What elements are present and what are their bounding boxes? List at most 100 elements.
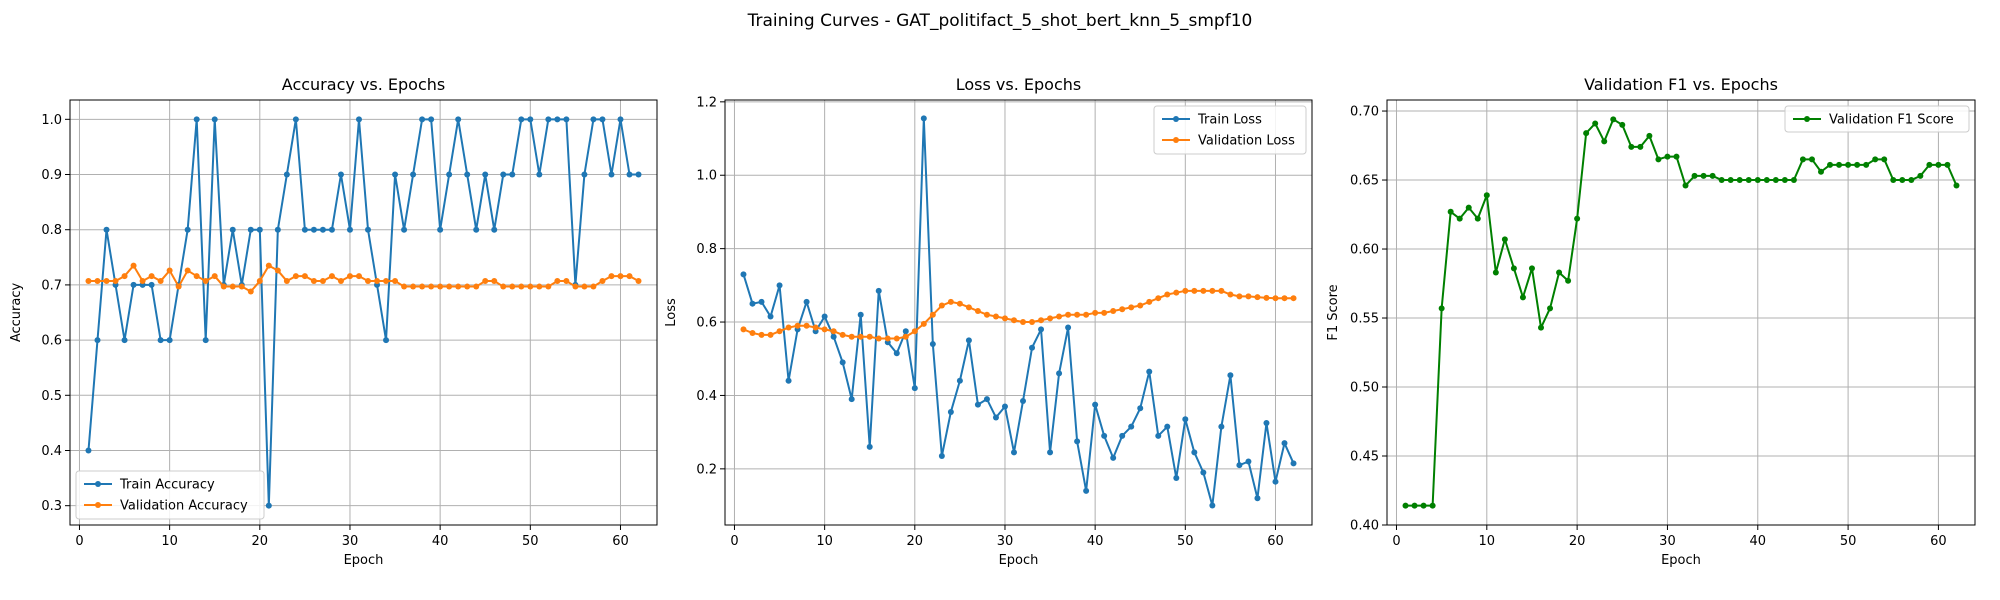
- data-point: [319, 278, 326, 285]
- data-point: [401, 283, 408, 290]
- data-point: [1610, 116, 1617, 123]
- data-point: [545, 116, 552, 123]
- data-point: [911, 328, 918, 335]
- data-point: [346, 226, 353, 233]
- data-point: [1074, 438, 1081, 445]
- data-point: [830, 328, 837, 335]
- x-axis-label: Epoch: [1661, 553, 1701, 568]
- data-point: [590, 283, 597, 290]
- x-tick-label: 20: [252, 534, 269, 549]
- data-point: [1209, 502, 1216, 509]
- chart-panel-2: 0 10 20 30 40 50 60 0.2 0.4 0.6 0.8 1.0 1.2 Loss vs. …: [664, 75, 1313, 568]
- data-point: [1402, 502, 1409, 509]
- data-point: [1799, 156, 1806, 163]
- data-point: [1845, 161, 1852, 168]
- data-point: [1619, 121, 1626, 128]
- data-point: [866, 443, 873, 450]
- data-point: [536, 171, 543, 178]
- data-point: [1908, 177, 1915, 184]
- data-point: [509, 171, 516, 178]
- data-point: [1227, 372, 1234, 379]
- plot-frame: [69, 99, 658, 526]
- legend: Train Accuracy Validation Accuracy: [75, 470, 265, 520]
- x-tick-label: 60: [612, 534, 629, 549]
- data-point: [821, 326, 828, 333]
- data-point: [500, 283, 507, 290]
- legend-box: [75, 470, 265, 520]
- data-point: [581, 283, 588, 290]
- data-point: [283, 171, 290, 178]
- data-point: [256, 278, 263, 285]
- data-point: [1029, 319, 1036, 326]
- data-point: [812, 324, 819, 331]
- data-point: [749, 330, 756, 337]
- y-tick-label: 0.6: [41, 334, 62, 349]
- data-point: [1827, 161, 1834, 168]
- data-point: [1754, 177, 1761, 184]
- chart-panel-1: 0 10 20 30 40 50 60 0.3 0.4 0.5 0.6 0.7 0.8 0.9 1.0 Acc…: [9, 75, 658, 568]
- data-point: [121, 337, 128, 344]
- data-point: [1245, 293, 1252, 300]
- x-tick-label: 50: [522, 534, 539, 549]
- data-point: [857, 311, 864, 318]
- data-point: [1200, 469, 1207, 476]
- plot-frame: [724, 99, 1313, 526]
- data-point: [446, 171, 453, 178]
- data-point: [857, 333, 864, 340]
- data-point: [193, 116, 200, 123]
- data-point: [1429, 502, 1436, 509]
- data-point: [1001, 403, 1008, 410]
- data-point: [1673, 153, 1680, 160]
- data-point: [635, 171, 642, 178]
- data-point: [1164, 291, 1171, 298]
- data-point: [563, 278, 570, 285]
- data-point: [1718, 177, 1725, 184]
- data-point: [220, 283, 227, 290]
- data-point: [527, 116, 534, 123]
- data-point: [785, 324, 792, 331]
- data-point: [202, 337, 209, 344]
- data-point: [247, 226, 254, 233]
- y-tick-label: 0.60: [1350, 243, 1379, 258]
- data-point: [965, 304, 972, 311]
- data-point: [139, 278, 146, 285]
- data-point: [866, 333, 873, 340]
- chart-title: Accuracy vs. Epochs: [282, 75, 445, 94]
- data-point: [491, 278, 498, 285]
- data-point: [392, 171, 399, 178]
- x-tick-label: 10: [1479, 534, 1496, 549]
- data-point: [1110, 454, 1117, 461]
- data-point: [1917, 172, 1924, 179]
- data-point: [875, 335, 882, 342]
- data-point: [1065, 324, 1072, 331]
- y-tick-label: 0.7: [41, 278, 62, 293]
- x-tick-label: 0: [75, 534, 83, 549]
- legend-entry: Validation Loss: [1198, 134, 1295, 149]
- y-tick-label: 0.50: [1350, 381, 1379, 396]
- data-point: [572, 283, 579, 290]
- data-point: [410, 171, 417, 178]
- data-point: [965, 337, 972, 344]
- data-point: [211, 116, 218, 123]
- data-point: [1872, 156, 1879, 163]
- data-point: [157, 278, 164, 285]
- data-point: [1155, 295, 1162, 302]
- data-point: [202, 278, 209, 285]
- data-point: [1781, 177, 1788, 184]
- data-point: [839, 359, 846, 366]
- x-tick-label: 50: [1840, 534, 1857, 549]
- data-point: [1101, 309, 1108, 316]
- y-tick-label: 1.0: [41, 113, 62, 128]
- y-tick-label: 0.6: [696, 316, 717, 331]
- data-point: [94, 337, 101, 344]
- data-point: [875, 287, 882, 294]
- data-point: [374, 278, 381, 285]
- data-point: [902, 333, 909, 340]
- data-point: [893, 335, 900, 342]
- data-point: [265, 262, 272, 269]
- data-point: [148, 281, 155, 288]
- data-point: [193, 273, 200, 280]
- data-point: [1583, 130, 1590, 137]
- y-axis-label: Loss: [664, 298, 679, 327]
- data-point: [938, 453, 945, 459]
